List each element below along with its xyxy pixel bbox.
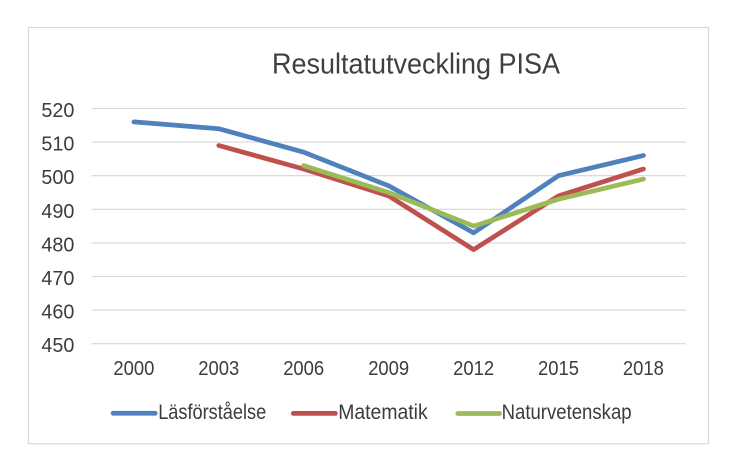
svg-text:Resultatutveckling PISA: Resultatutveckling PISA [272, 49, 560, 81]
svg-text:490: 490 [41, 201, 74, 223]
svg-text:Läsförståelse: Läsförståelse [158, 401, 266, 424]
svg-text:2018: 2018 [623, 358, 664, 380]
svg-text:2000: 2000 [113, 358, 154, 380]
svg-text:2009: 2009 [368, 358, 409, 380]
svg-text:510: 510 [41, 134, 74, 156]
svg-text:2003: 2003 [198, 358, 239, 380]
svg-text:460: 460 [41, 302, 74, 324]
svg-text:450: 450 [41, 335, 74, 357]
svg-text:520: 520 [41, 100, 74, 122]
svg-text:2006: 2006 [283, 358, 324, 380]
svg-text:500: 500 [41, 167, 74, 189]
svg-text:2015: 2015 [538, 358, 579, 380]
svg-text:Matematik: Matematik [338, 401, 428, 424]
svg-text:480: 480 [41, 234, 74, 256]
svg-text:2012: 2012 [453, 358, 494, 380]
svg-text:Naturvetenskap: Naturvetenskap [502, 401, 632, 424]
svg-text:470: 470 [41, 268, 74, 290]
